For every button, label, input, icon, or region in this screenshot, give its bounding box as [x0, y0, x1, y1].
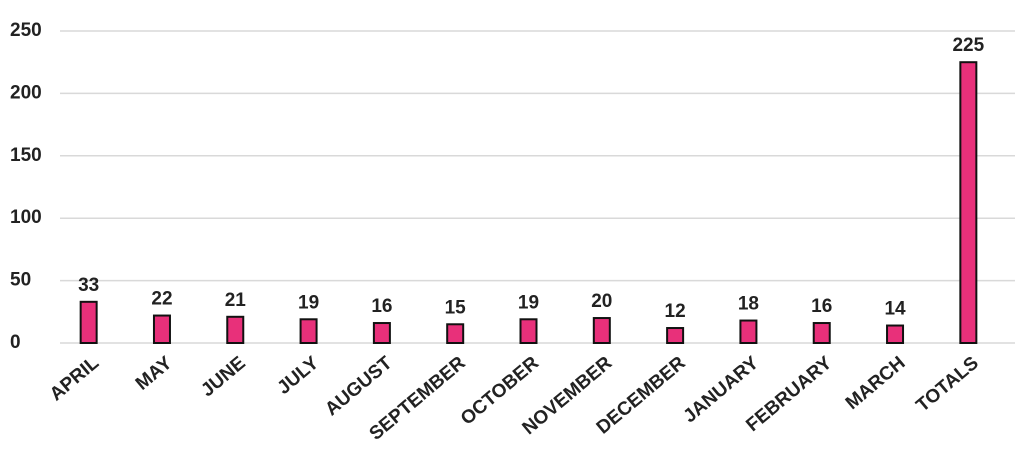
x-tick-label: TOTALS [912, 353, 982, 417]
data-label: 19 [518, 292, 539, 313]
bar [446, 323, 465, 344]
x-tick-label: JUNE [197, 353, 249, 402]
x-tick-label: JULY [274, 352, 324, 398]
bar [79, 300, 98, 345]
data-label: 14 [884, 299, 906, 320]
bar [592, 317, 611, 345]
bar [519, 318, 538, 344]
bar [812, 322, 831, 345]
data-label: 22 [151, 289, 172, 310]
y-tick-label: 50 [10, 270, 31, 291]
data-label: 18 [738, 294, 759, 315]
bar [372, 322, 391, 345]
x-tick-label: AUGUST [321, 352, 396, 420]
data-label: 20 [591, 291, 612, 312]
x-tick-label: APRIL [46, 352, 103, 405]
bar [152, 314, 171, 345]
data-label: 33 [78, 275, 99, 296]
x-tick-label: MAY [132, 352, 177, 394]
data-label: 12 [665, 301, 686, 322]
y-tick-label: 100 [10, 207, 42, 228]
data-label: 19 [298, 292, 319, 313]
bar [739, 319, 758, 345]
x-tick-label: MARCH [842, 353, 910, 415]
data-label: 16 [811, 296, 832, 317]
bar [226, 315, 245, 344]
y-tick-label: 0 [10, 332, 21, 353]
bar [886, 324, 905, 345]
y-tick-label: 150 [10, 145, 42, 166]
data-label: 21 [225, 290, 247, 311]
bar [959, 61, 978, 344]
data-label: 15 [445, 297, 467, 318]
data-label: 225 [952, 35, 984, 56]
bar [666, 327, 685, 344]
y-tick-label: 200 [10, 82, 42, 103]
bar [299, 318, 318, 344]
data-label: 16 [371, 296, 392, 317]
y-tick-label: 250 [10, 20, 42, 41]
